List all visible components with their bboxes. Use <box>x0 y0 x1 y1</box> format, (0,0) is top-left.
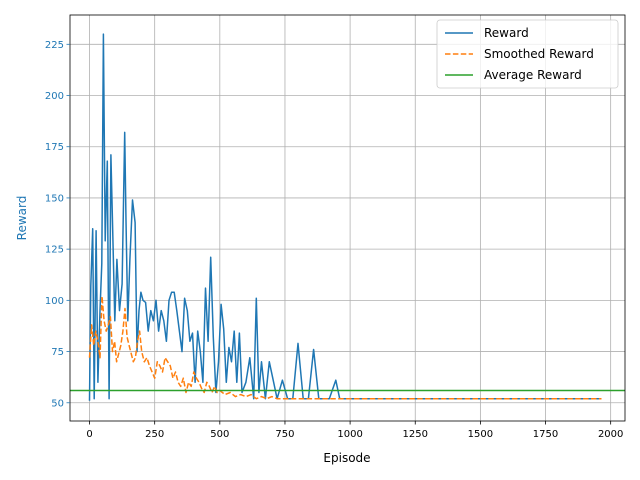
x-tick-label: 0 <box>86 429 92 440</box>
x-tick-label: 2000 <box>598 429 623 440</box>
x-tick-label: 1750 <box>533 429 558 440</box>
y-tick-label: 125 <box>45 245 64 256</box>
y-tick-label: 75 <box>51 347 64 358</box>
y-tick-label: 50 <box>51 398 64 409</box>
y-tick-label: 175 <box>45 142 64 153</box>
legend-label-smoothed-reward: Smoothed Reward <box>484 47 594 61</box>
legend: Reward Smoothed Reward Average Reward <box>436 19 619 89</box>
x-tick-label: 500 <box>210 429 229 440</box>
y-tick-label: 150 <box>45 193 64 204</box>
series-layer <box>70 33 625 401</box>
x-tick-label: 1000 <box>337 429 362 440</box>
legend-label-reward: Reward <box>484 26 529 40</box>
x-tick-label: 250 <box>145 429 164 440</box>
x-tick-label: 750 <box>275 429 294 440</box>
legend-label-average-reward: Average Reward <box>484 68 582 82</box>
series-smoothed-reward-line <box>88 295 602 400</box>
series-reward-line <box>88 33 602 401</box>
y-tick-label: 200 <box>45 91 64 102</box>
y-tick-label: 100 <box>45 296 64 307</box>
legend-box <box>436 19 619 89</box>
x-axis: 0 250 500 750 1000 1250 1500 1750 2000 <box>86 421 623 440</box>
x-tick-label: 1500 <box>468 429 493 440</box>
plot-frame <box>69 14 626 422</box>
y-axis-label: Reward <box>15 196 29 241</box>
x-axis-label: Episode <box>323 451 370 465</box>
x-tick-label: 1250 <box>403 429 428 440</box>
y-tick-label: 225 <box>45 40 64 51</box>
y-axis: 50 75 100 125 150 175 200 225 <box>45 40 70 409</box>
